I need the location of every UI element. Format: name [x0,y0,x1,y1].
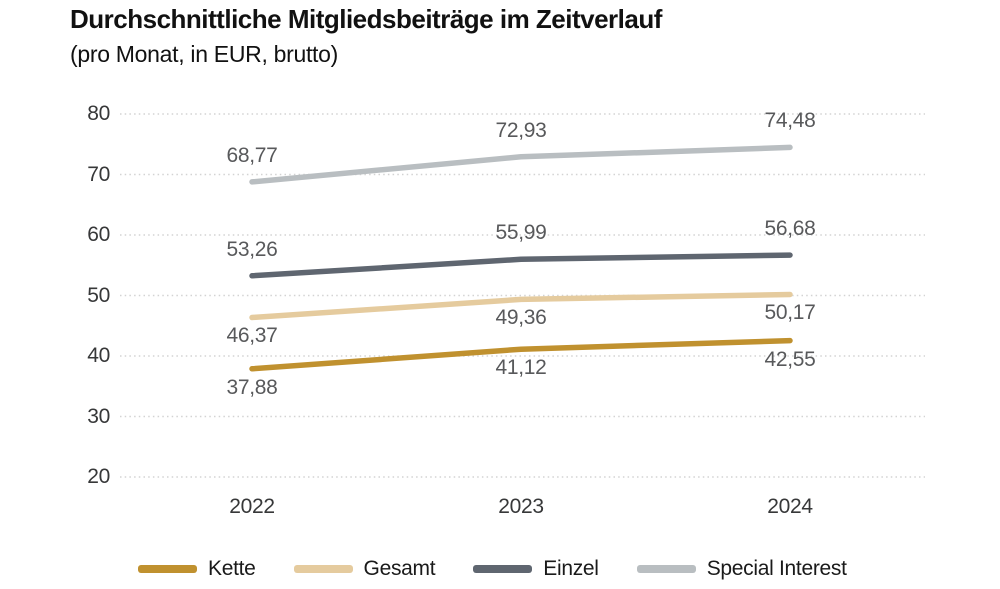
legend-label-gesamt: Gesamt [363,557,436,580]
data-label-einzel-2022: 53,26 [226,237,278,261]
chart-subtitle: (pro Monat, in EUR, brutto) [70,41,339,67]
legend-item-gesamt: Gesamt [293,557,436,581]
legend-item-special-interest: Special Interest [636,557,847,581]
x-axis-tick-2022: 2022 [229,495,275,518]
data-label-special-interest-2024: 74,48 [764,109,816,133]
y-axis-tick-20: 20 [87,465,110,488]
data-label-gesamt-2023: 49,36 [495,306,547,330]
chart-legend: Kette Gesamt Einzel Special Interest [138,556,847,582]
data-label-einzel-2023: 55,99 [495,221,547,245]
legend-swatch-einzel [473,565,533,573]
legend-label-kette: Kette [208,557,256,580]
line-einzel [249,252,793,279]
legend-item-kette: Kette [138,557,256,581]
legend-item-einzel: Einzel [473,557,599,581]
line-gesamt [249,291,793,321]
data-label-kette-2022: 37,88 [226,375,278,399]
y-axis-tick-50: 50 [87,283,110,307]
line-kette [249,337,793,372]
x-axis-tick-2023: 2023 [498,495,544,518]
data-label-special-interest-2023: 72,93 [495,118,547,142]
legend-swatch-gesamt [293,565,353,573]
data-label-special-interest-2022: 68,77 [226,143,278,167]
data-label-einzel-2024: 56,68 [764,217,816,241]
legend-label-einzel: Einzel [543,557,599,580]
y-axis-tick-40: 40 [87,344,110,367]
data-label-gesamt-2022: 46,37 [226,324,278,348]
chart-title: Durchschnittliche Mitgliedsbeiträge im Z… [70,4,662,34]
y-axis-tick-80: 80 [87,102,110,125]
legend-swatch-kette [138,565,197,573]
y-axis-tick-70: 70 [87,162,110,186]
line-special-interest [249,144,793,185]
data-label-gesamt-2024: 50,17 [764,301,816,325]
legend-swatch-special-interest [636,565,696,573]
data-label-kette-2024: 42,55 [764,347,816,371]
y-axis-tick-30: 30 [87,404,110,428]
legend-label-special-interest: Special Interest [706,557,847,580]
data-label-kette-2023: 41,12 [495,356,547,380]
x-axis-tick-2024: 2024 [767,495,813,518]
y-axis-tick-60: 60 [87,223,110,246]
